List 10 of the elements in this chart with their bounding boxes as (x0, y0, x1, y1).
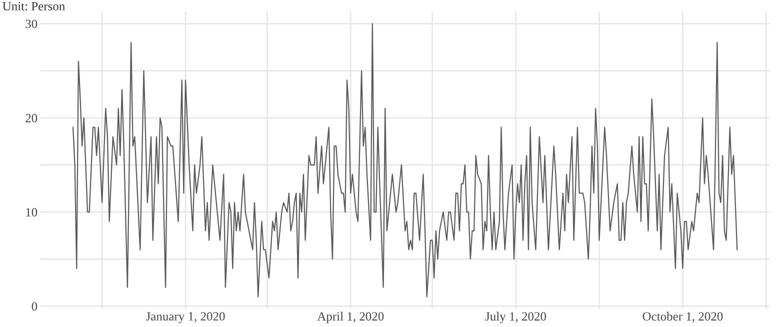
y-tick-label: 30 (26, 20, 38, 28)
x-tick-label: July 1, 2020 (485, 312, 546, 324)
x-tick-label: October 1, 2020 (642, 312, 723, 322)
y-tick-label: 20 (26, 114, 38, 122)
y-tick-label: 0 (32, 302, 38, 311)
y-axis-title: Unit: Person (2, 2, 65, 10)
y-tick-label: 10 (26, 208, 38, 216)
x-tick-label: January 1, 2020 (146, 312, 225, 324)
line-series (72, 23, 738, 298)
x-tick-label: April 1, 2020 (317, 312, 384, 324)
